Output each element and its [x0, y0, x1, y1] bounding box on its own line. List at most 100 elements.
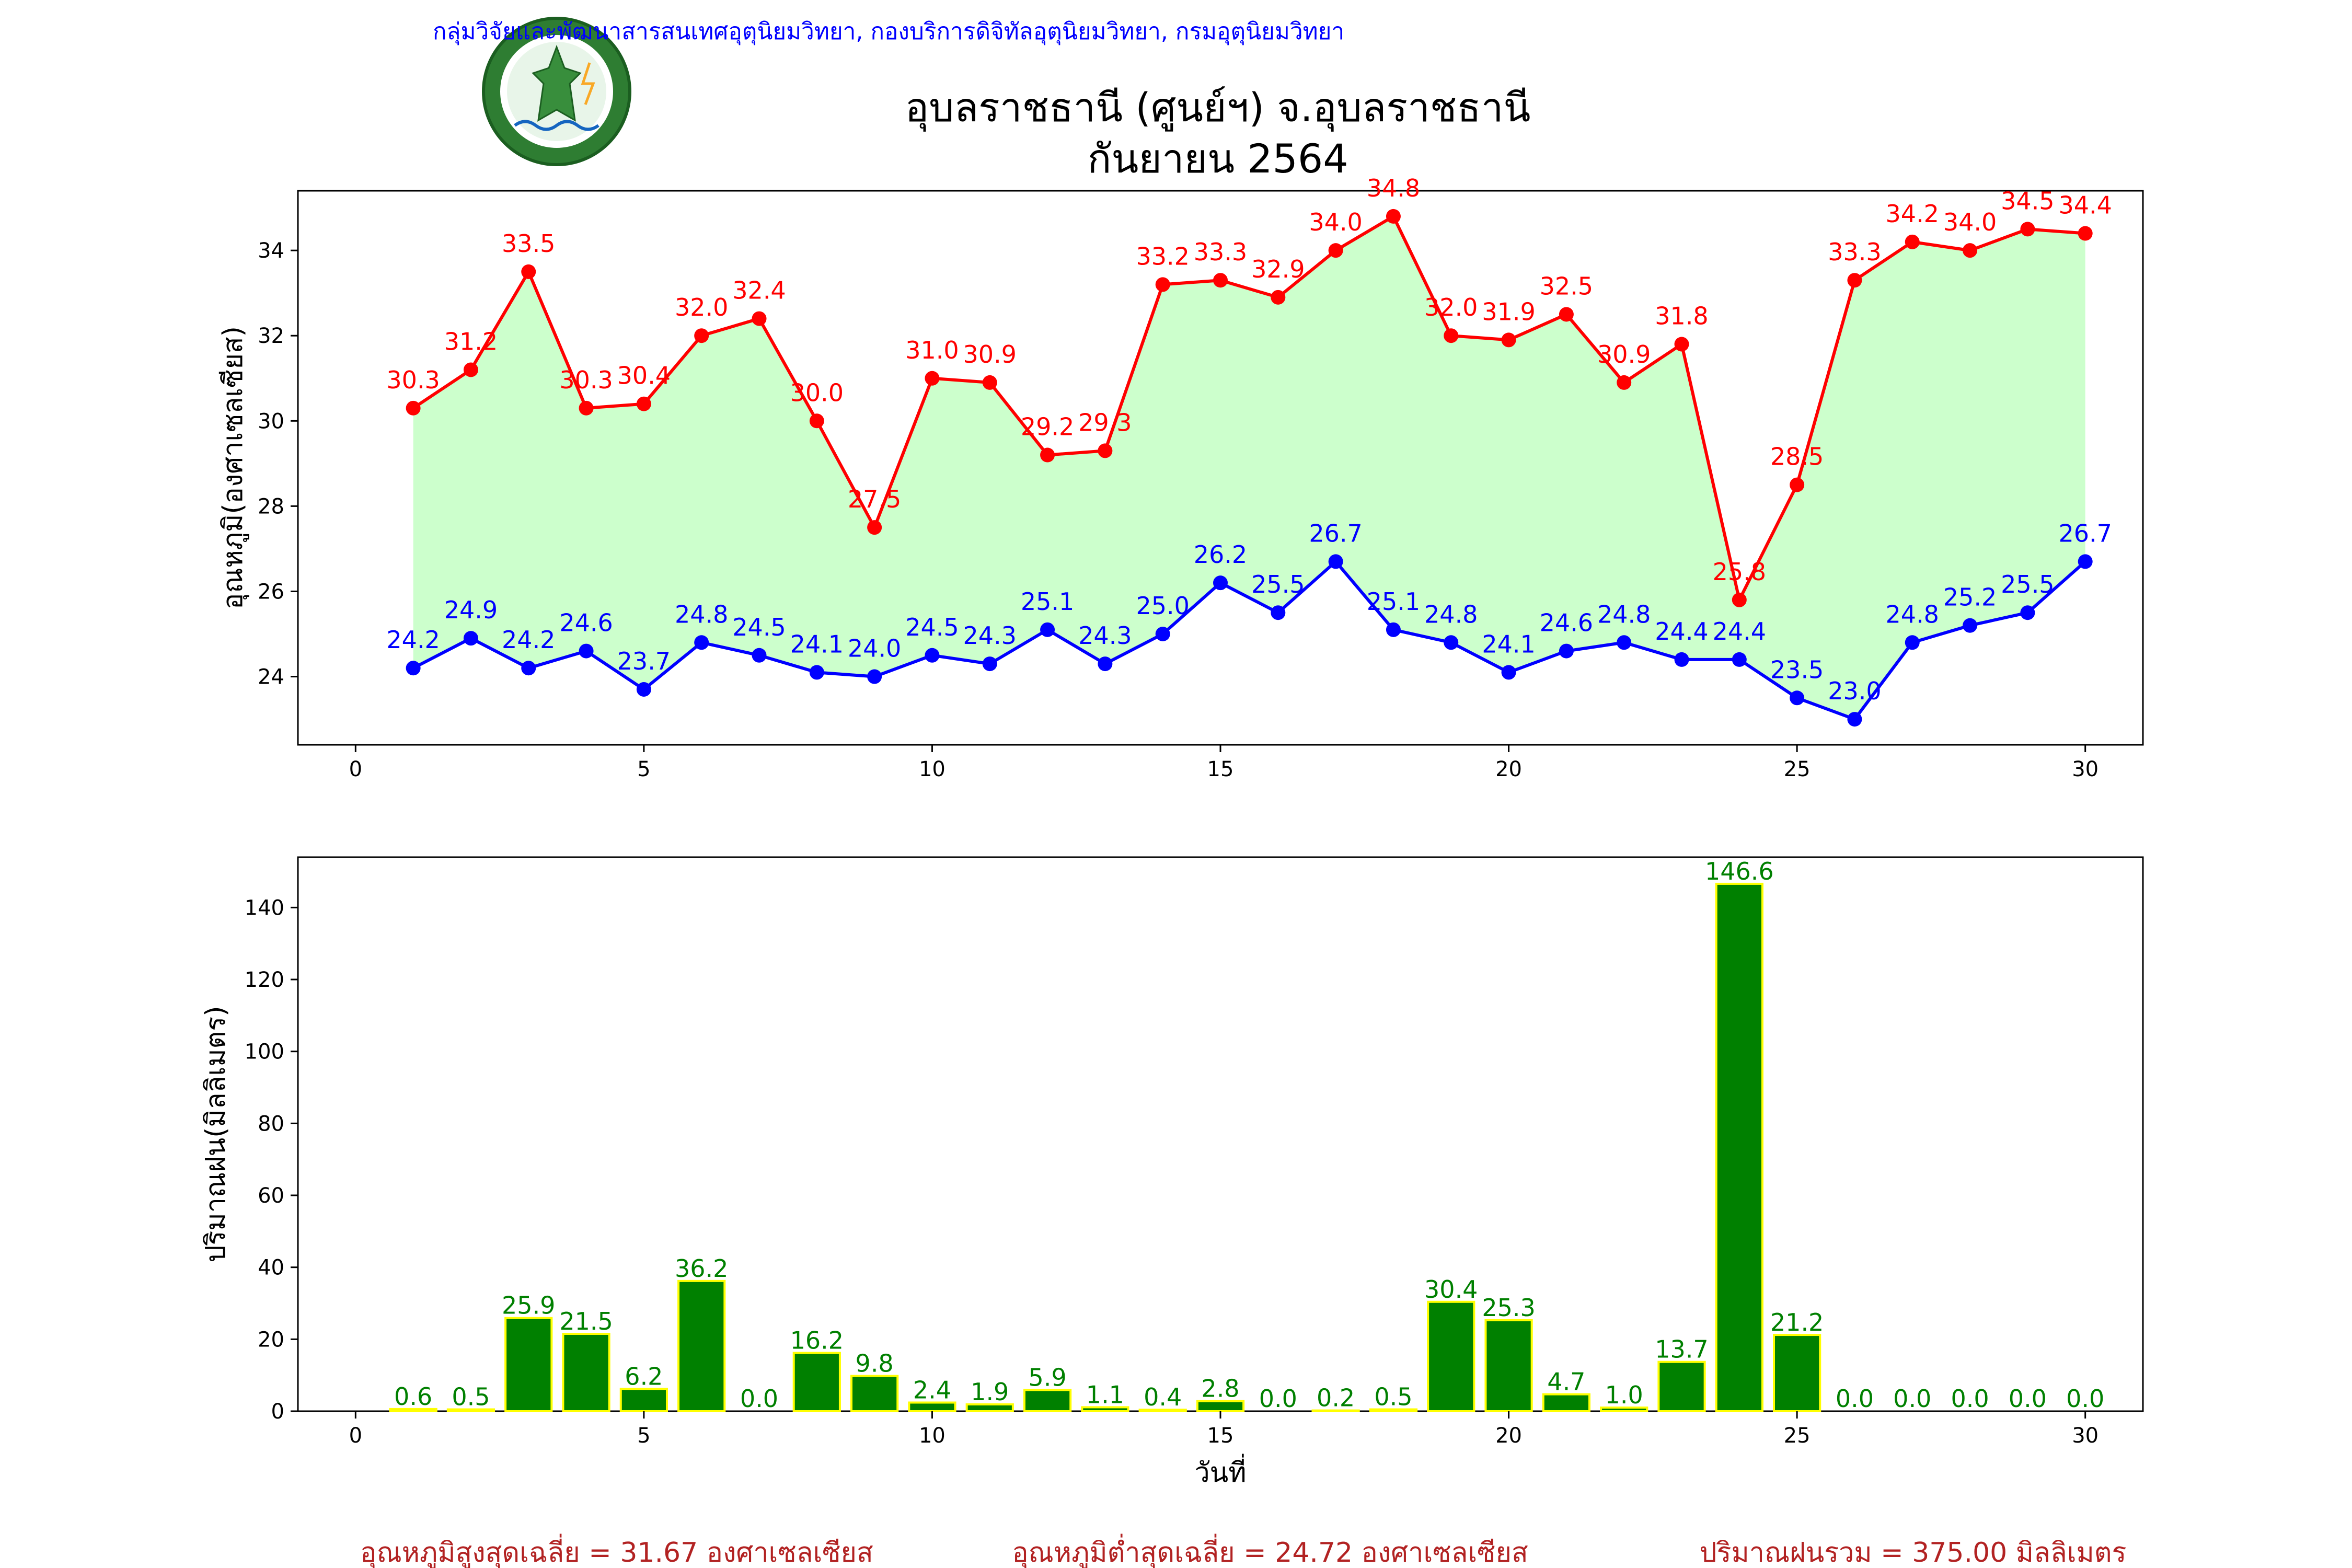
max-temp-point [1501, 332, 1516, 348]
rain-y-tick-label: 80 [258, 1112, 284, 1136]
max-temp-point [2078, 226, 2093, 241]
rain-bar [1715, 882, 1763, 1412]
max-temp-data-label: 34.0 [1309, 208, 1362, 236]
min-temp-data-label: 25.5 [2001, 570, 2054, 598]
min-temp-point [1617, 635, 1632, 650]
min-temp-data-label: 24.1 [1482, 630, 1535, 658]
max-temp-data-label: 33.2 [1136, 242, 1189, 270]
max-temp-data-label: 33.5 [502, 229, 555, 258]
max-temp-point [521, 264, 536, 279]
max-temp-point [1271, 290, 1286, 305]
min-temp-data-label: 24.5 [905, 613, 959, 641]
logo [482, 17, 631, 166]
max-temp-point [809, 413, 824, 429]
min-temp-data-label: 23.7 [617, 647, 671, 675]
rain-x-tick-label: 5 [637, 1424, 650, 1448]
rain-bar [562, 1333, 610, 1412]
min-temp-point [694, 635, 709, 650]
min-temp-data-label: 24.3 [1078, 621, 1132, 650]
temperature-chart: 30.331.233.530.3 30.432.032.430.027.531.0… [217, 174, 2144, 781]
min-temp-point [1963, 618, 1978, 633]
rain-x-tick-label: 20 [1495, 1424, 1522, 1448]
temp-y-tick-label: 30 [258, 409, 284, 433]
rain-data-label: 25.3 [1482, 1294, 1535, 1322]
min-temp-data-label: 24.4 [1713, 617, 1766, 645]
min-temp-data-label: 24.5 [732, 613, 786, 641]
max-temp-point [867, 520, 882, 535]
rain-data-label: 0.2 [1317, 1384, 1355, 1412]
summary-avg-min: อุณหภูมิต่ำสุดเฉลี่ย = 24.72 องศาเซลเซีย… [1012, 1534, 1528, 1568]
min-temp-point [1155, 627, 1170, 641]
temp-y-tick-label: 34 [258, 239, 284, 263]
min-temp-data-label: 25.0 [1136, 592, 1189, 620]
max-temp-data-label: 30.9 [963, 340, 1017, 368]
rain-data-label: 16.2 [790, 1326, 844, 1354]
min-temp-data-label: 25.1 [1367, 587, 1420, 616]
rain-x-tick-label: 0 [349, 1424, 362, 1448]
rain-plot-frame [297, 856, 2144, 1412]
max-temp-data-label: 34.5 [2001, 187, 2054, 215]
min-temp-data-label: 24.4 [1655, 617, 1708, 645]
max-temp-point [752, 311, 767, 326]
rain-data-label: 21.5 [559, 1307, 613, 1335]
rain-data-label: 0.0 [1259, 1385, 1297, 1413]
min-temp-data-label: 24.8 [1597, 600, 1651, 628]
max-temp-data-label: 32.0 [675, 293, 728, 321]
max-temp-point [1847, 273, 1862, 288]
rain-data-label: 0.0 [1893, 1385, 1931, 1413]
rain-y-tick-label: 120 [245, 968, 284, 992]
max-temp-data-label: 31.0 [905, 336, 959, 364]
temp-x-tick-label: 30 [2072, 757, 2099, 781]
max-temp-data-label: 30.9 [1597, 340, 1651, 368]
max-temp-point [579, 400, 594, 416]
rain-y-tick-label: 40 [258, 1256, 284, 1280]
max-temp-point [1732, 592, 1747, 607]
max-temp-data-label: 30.4 [617, 362, 671, 390]
max-temp-data-label: 31.9 [1482, 297, 1535, 326]
rain-data-label: 0.0 [2009, 1385, 2047, 1413]
rain-data-label: 2.8 [1201, 1375, 1239, 1403]
rain-data-label: 6.2 [625, 1362, 663, 1390]
max-temp-point [1963, 243, 1978, 258]
min-temp-point [867, 669, 882, 684]
min-temp-point [1674, 652, 1689, 667]
max-temp-point [1155, 277, 1170, 292]
rain-data-label: 21.2 [1770, 1308, 1824, 1336]
rain-y-axis-label: ปริมาณฝน(มิลลิเมตร) [200, 1006, 232, 1262]
min-temp-point [1444, 635, 1459, 650]
max-temp-point [694, 328, 709, 343]
max-temp-data-label: 33.3 [1828, 238, 1881, 266]
max-temp-data-label: 32.9 [1251, 255, 1305, 283]
max-temp-point [1098, 443, 1113, 458]
min-temp-point [1732, 652, 1747, 667]
min-temp-point [636, 682, 651, 697]
min-temp-data-label: 24.1 [790, 630, 844, 658]
min-temp-point [1559, 643, 1574, 659]
max-temp-data-label: 30.0 [790, 378, 844, 407]
min-temp-point [752, 648, 767, 663]
rain-y-tick-label: 0 [271, 1400, 284, 1424]
rain-y-tick-label: 140 [245, 896, 284, 920]
min-temp-data-label: 26.2 [1194, 540, 1247, 569]
rain-data-label: 30.4 [1424, 1275, 1478, 1304]
min-temp-point [809, 665, 824, 680]
temp-x-tick-label: 15 [1207, 757, 1234, 781]
max-temp-data-label: 29.3 [1078, 408, 1132, 436]
min-temp-point [406, 661, 421, 676]
rain-data-label: 1.0 [1605, 1381, 1643, 1409]
max-temp-data-label: 28.5 [1770, 443, 1824, 471]
max-temp-data-label: 31.2 [444, 327, 498, 355]
min-temp-data-label: 24.8 [1886, 600, 1939, 628]
max-temp-point [1328, 243, 1343, 258]
temp-x-tick-label: 10 [919, 757, 946, 781]
min-temp-point [2020, 605, 2035, 620]
max-temp-point [1040, 447, 1055, 463]
rain-data-label: 0.4 [1144, 1383, 1182, 1411]
rain-y-tick-label: 60 [258, 1184, 284, 1208]
min-temp-point [2078, 554, 2093, 569]
summary-total-rain: ปริมาณฝนรวม = 375.00 มิลลิเมตร [1700, 1537, 2127, 1568]
max-temp-line [412, 214, 2085, 605]
max-temp-data-label: 34.4 [2058, 191, 2112, 220]
chart-title-station: อุบลราชธานี (ศูนย์ฯ) จ.อุบลราชธานี [905, 84, 1531, 132]
max-temp-data-label: 27.5 [848, 485, 901, 513]
